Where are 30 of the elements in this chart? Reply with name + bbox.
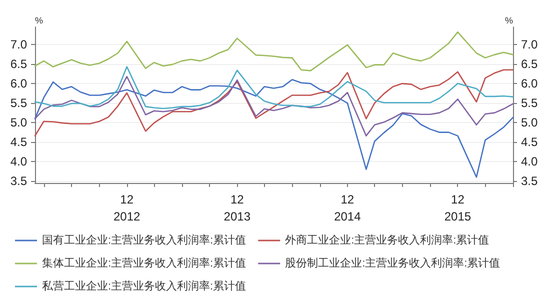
- legend-label: 股份制工业企业:主营业务收入利润率:累计值: [285, 256, 500, 270]
- legend-label: 私营工业企业:主营业务收入利润率:累计值: [42, 280, 246, 292]
- y2-axis-title: %: [504, 16, 513, 26]
- y2-tick-label: 6.5: [521, 57, 538, 72]
- y2-tick-label: 5.5: [521, 96, 538, 110]
- y-tick-label: 6.5: [10, 57, 28, 72]
- x-tick-label: 12 2015: [444, 192, 472, 224]
- y-tick-label: 5.0: [10, 116, 28, 130]
- x-tick-label: 12 2013: [224, 192, 251, 224]
- y-tick-label: 6.0: [10, 76, 28, 91]
- y2-tick-label: 4.5: [521, 135, 538, 150]
- y-tick-label: 7.0: [10, 38, 28, 52]
- line-series: [34, 31, 514, 72]
- legend-label: 国有工业企业:主营业务收入利润率:累计值: [42, 234, 246, 246]
- line-series: [34, 79, 514, 178]
- x-tick-label: 12 2012: [114, 192, 141, 224]
- line-series: [34, 66, 514, 110]
- legend-label: 外商工业企业:主营业务收入利润率:累计值: [285, 234, 490, 246]
- y-tick-label: 4.5: [10, 135, 28, 150]
- y2-tick-label: 6.0: [521, 76, 538, 91]
- y-tick-label: 5.5: [10, 96, 28, 110]
- y-tick-label: 4.0: [10, 154, 28, 169]
- y2-tick-label: 4.0: [521, 154, 538, 169]
- x-tick-label: 12 2014: [334, 192, 362, 224]
- y-tick-label: 3.5: [10, 174, 28, 188]
- y2-tick-label: 7.0: [521, 38, 538, 52]
- y-axis-title: %: [35, 16, 44, 26]
- y2-tick-label: 3.5: [521, 174, 538, 188]
- legend-label: 集体工业企业:主营业务收入利润率:累计值: [42, 256, 246, 270]
- y2-tick-label: 5.0: [521, 116, 538, 130]
